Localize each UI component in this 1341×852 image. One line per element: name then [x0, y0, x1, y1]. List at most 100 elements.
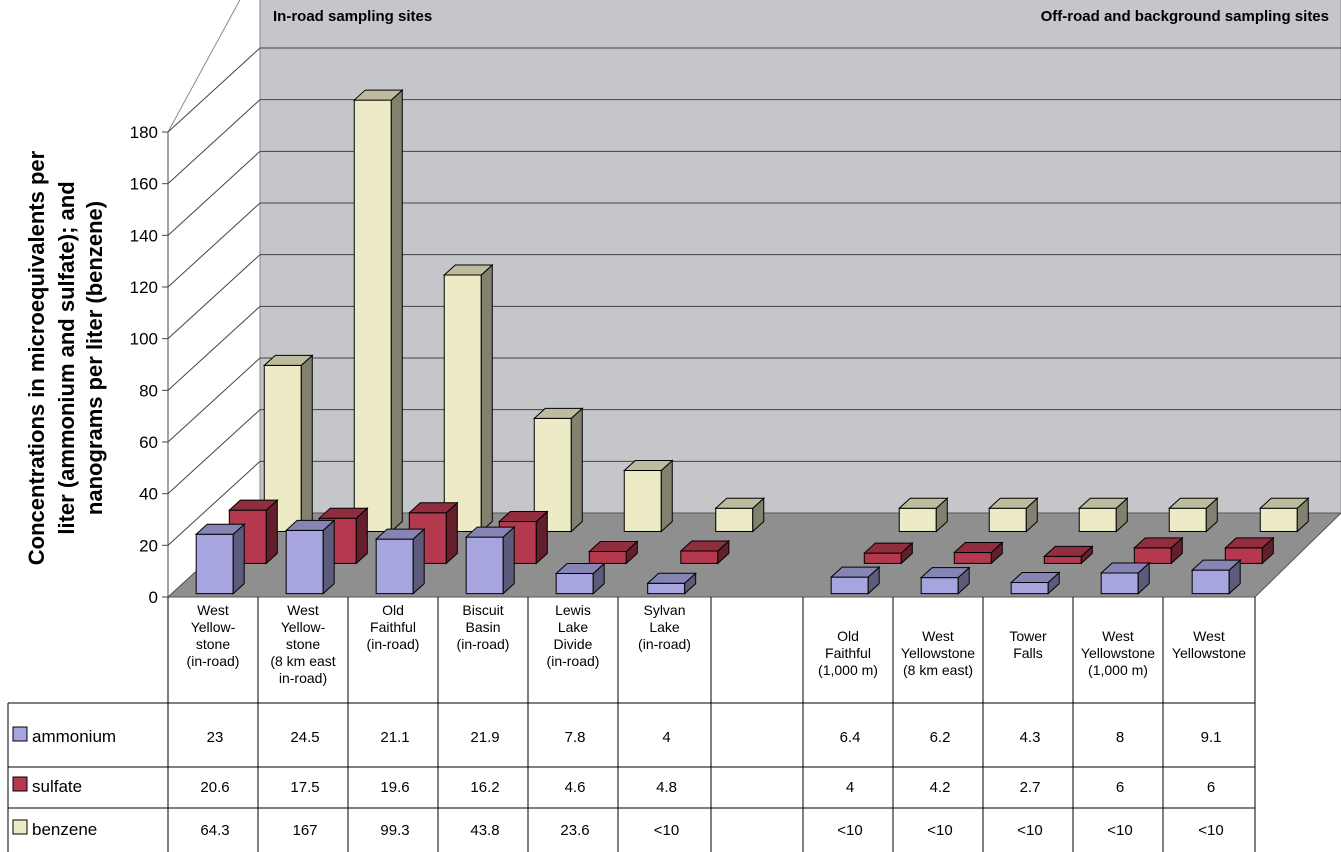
bar-ammonium — [554, 562, 606, 595]
category-label: Falls — [1013, 645, 1043, 661]
bar-top — [374, 528, 426, 540]
bar-face — [1100, 572, 1139, 595]
bar-top — [1009, 572, 1061, 584]
bar-top — [987, 497, 1039, 509]
bar-face — [443, 274, 482, 532]
bar-benzene — [714, 497, 766, 533]
data-label: 23 — [207, 729, 224, 746]
category-label: Lewis — [555, 602, 591, 618]
category-label: Old — [382, 602, 404, 618]
category-label: Yellowstone — [1081, 645, 1155, 661]
legend-swatch-ammonium — [12, 726, 28, 742]
data-label: 7.8 — [565, 729, 586, 746]
category-label: Faithful — [370, 619, 416, 635]
bar-benzene — [262, 354, 314, 533]
data-label: 6 — [1207, 779, 1215, 796]
data-label: 4 — [662, 729, 670, 746]
y-axis-title: Concentrations in microequivalents per li… — [24, 150, 107, 565]
bar-side — [322, 519, 335, 595]
bars — [194, 88, 1310, 595]
bar-top — [194, 523, 246, 535]
bar-face — [353, 99, 392, 532]
gridline-side — [167, 47, 261, 133]
gridline-side — [167, 409, 261, 495]
data-label: 6 — [1116, 779, 1124, 796]
legend-swatch-benzene — [12, 819, 28, 835]
data-label: 4.8 — [656, 779, 677, 796]
y-axis-title-line: liter (ammonium and sulfate); and — [54, 181, 79, 534]
y-axis: 0 20 40 60 80 100 120 140 160 180 — [130, 123, 169, 607]
data-label: 24.5 — [290, 729, 319, 746]
bar-top — [554, 562, 606, 574]
legend-label-benzene: benzene — [32, 820, 97, 839]
y-tick-label: 100 — [130, 330, 158, 349]
y-tick-label: 20 — [139, 536, 158, 555]
data-label: 16.2 — [470, 779, 499, 796]
bar-sulfate — [588, 540, 639, 565]
bar-side — [660, 459, 673, 533]
bar-benzene — [1258, 497, 1310, 533]
category-label: (in-road) — [367, 636, 420, 652]
bar-top — [953, 542, 1004, 554]
data-label: 4 — [846, 779, 854, 796]
bar-sulfate — [953, 541, 1004, 565]
category-label: West — [922, 628, 954, 644]
bar-top — [588, 541, 639, 553]
bar-face — [375, 538, 414, 595]
bar-top — [408, 502, 459, 514]
gridlines — [167, 47, 1341, 546]
gridline-side — [167, 202, 261, 288]
category-label: Divide — [554, 636, 593, 652]
bar-top — [262, 354, 314, 366]
bar-top — [1258, 497, 1310, 509]
bar-benzene — [442, 263, 494, 533]
group-label-off-road: Off-road and background sampling sites — [1041, 8, 1329, 25]
bar-benzene — [622, 459, 674, 533]
bar-ammonium — [1009, 571, 1061, 595]
gridline-side — [167, 254, 261, 340]
legend-label-sulfate: sulfate — [32, 777, 82, 796]
bar-side — [390, 88, 403, 533]
legend-swatch-sulfate — [12, 776, 28, 792]
bar-ammonium — [1099, 561, 1151, 595]
bar-face — [953, 552, 992, 564]
category-label: West — [197, 602, 229, 618]
bar-top — [1167, 497, 1219, 509]
category-label: (1,000 m) — [1088, 662, 1148, 678]
category-label: Sylvan — [643, 602, 685, 618]
category-label: Tower — [1009, 628, 1047, 644]
bar-ammonium — [464, 525, 516, 595]
category-label: Faithful — [825, 645, 871, 661]
bar-face — [1191, 569, 1230, 595]
bar-benzene — [987, 497, 1039, 533]
bar-top — [498, 511, 549, 523]
bar-face — [285, 529, 324, 595]
bar-top — [464, 526, 516, 538]
gridline-side — [167, 99, 261, 185]
bar-ammonium — [829, 565, 881, 595]
bar-side — [265, 499, 278, 565]
category-label: Yellow- — [191, 619, 236, 635]
back-wall — [259, 0, 1341, 514]
bar-top — [284, 519, 336, 531]
bar-face — [623, 470, 662, 532]
category-label: (8 km east — [270, 653, 335, 669]
bar-top — [646, 572, 697, 584]
bar-side — [300, 354, 313, 533]
bar-face — [647, 582, 686, 595]
category-label: Yellowstone — [901, 645, 975, 661]
y-tick-label: 140 — [130, 226, 158, 245]
bar-benzene — [532, 407, 584, 533]
y-tick-label: 40 — [139, 485, 158, 504]
data-label: 20.6 — [200, 779, 229, 796]
category-label: (8 km east) — [903, 662, 973, 678]
data-label: <10 — [837, 822, 862, 839]
bar-top — [318, 507, 369, 519]
bar-face — [195, 533, 234, 595]
data-label: 19.6 — [380, 779, 409, 796]
gridline-side — [167, 150, 261, 236]
category-label: West — [287, 602, 319, 618]
category-label: West — [1102, 628, 1134, 644]
bar-face — [715, 507, 754, 532]
